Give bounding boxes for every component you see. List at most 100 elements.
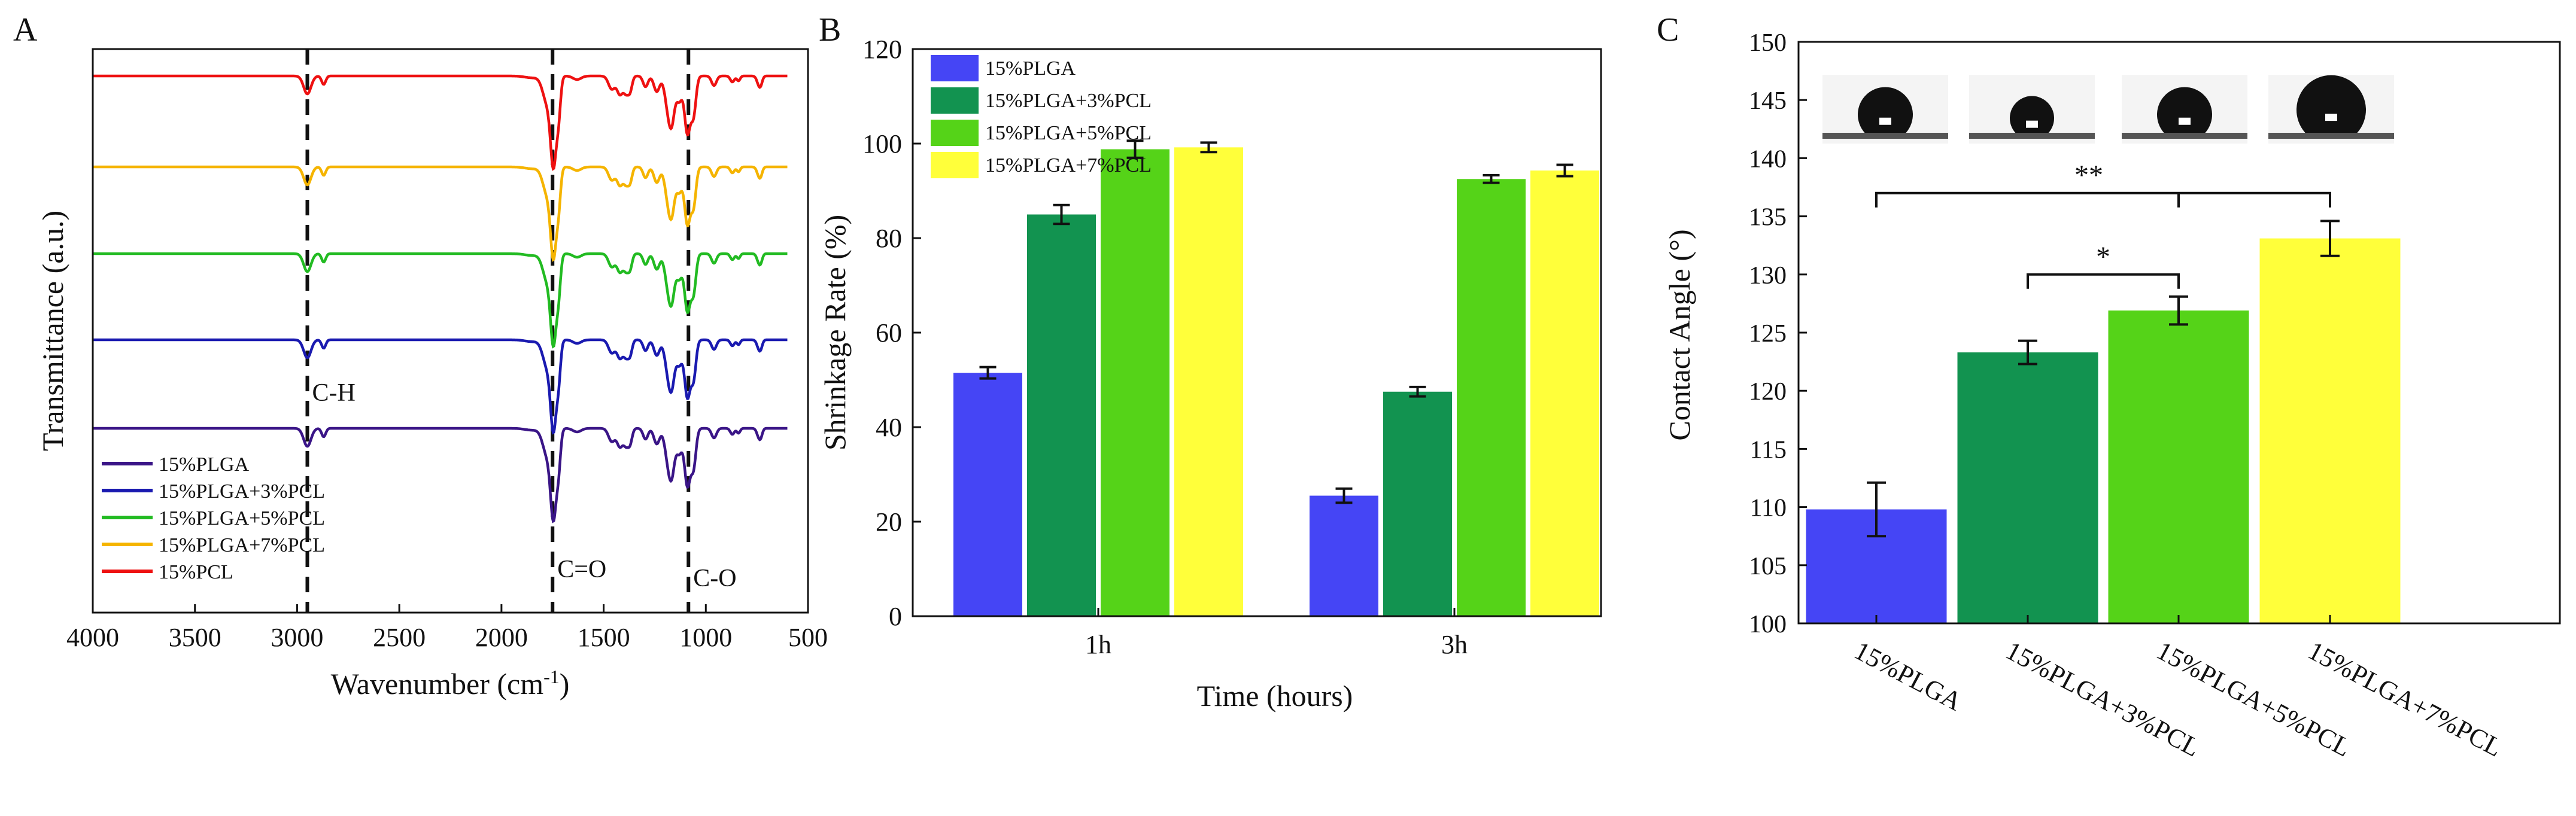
panel-c-error-bar xyxy=(1867,481,1886,538)
panel-b-y-axis-label: Shrinkage Rate (%) xyxy=(818,215,852,450)
panel-b-legend-label: 15%PLGA+3%PCL xyxy=(985,90,1152,112)
panel-a-series-line xyxy=(93,338,788,435)
droplet-highlight xyxy=(2026,120,2038,128)
panel-a-x-tick-label: 3500 xyxy=(169,623,221,652)
panel-a-plot-frame xyxy=(92,48,809,614)
panel-b-legend-swatch xyxy=(931,87,979,114)
panel-a-legend-label: 15%PLGA+7%PCL xyxy=(159,534,325,556)
droplet-highlight xyxy=(2325,114,2337,121)
panel-c-y-tick-label: 130 xyxy=(1749,262,1787,290)
panel-c-x-tick-label: 15%PLGA xyxy=(1849,636,1967,717)
panel-b-bar xyxy=(1310,495,1378,616)
panel-c-y-tick-label: 135 xyxy=(1749,204,1787,232)
droplet-images xyxy=(1822,75,2394,144)
panel-b-error-bar xyxy=(1200,141,1217,154)
droplet-substrate xyxy=(1969,133,2095,139)
panel-a-y-axis-label: Transmittance (a.u.) xyxy=(36,211,69,451)
panel-a-legend-label: 15%PLGA+3%PCL xyxy=(159,480,325,503)
droplet xyxy=(2010,96,2054,133)
droplet-image xyxy=(1822,75,1948,144)
panel-a-legend-label: 15%PCL xyxy=(159,561,233,583)
panel-b-error-bar xyxy=(1556,163,1573,178)
panel-a-x-tick-label: 4000 xyxy=(66,623,119,652)
panel-b-y-tick-label: 100 xyxy=(862,129,902,159)
panel-b-bar xyxy=(1457,179,1526,616)
panel-b-shrinkage-chart: B 0 20 40 60 80 100 120 1h 3h 15%PLGA 15%PLGA+3%P… xyxy=(818,11,1602,713)
panel-a-peak-label: C=O xyxy=(557,556,606,583)
droplet-highlight xyxy=(1879,117,1891,125)
panel-b-y-tick-label: 120 xyxy=(862,35,902,64)
panel-a-x-tick-label: 1000 xyxy=(679,623,732,652)
panel-b-legend-swatch xyxy=(931,152,979,178)
panel-a-legend-label: 15%PLGA+5%PCL xyxy=(159,507,325,529)
panel-a-x-tick-label: 3000 xyxy=(271,623,323,652)
panel-a-peak-label: C-O xyxy=(693,565,736,592)
panel-c-error-bar xyxy=(2169,295,2188,326)
panel-c-y-tick-label: 115 xyxy=(1750,436,1787,464)
panel-a-series-line xyxy=(93,252,788,349)
panel-b-letter: B xyxy=(819,11,841,48)
panel-b-error-bar xyxy=(1483,173,1500,184)
panel-c-y-tick-label: 105 xyxy=(1749,553,1787,580)
panel-b-bar xyxy=(953,373,1022,616)
panel-a-legend-label: 15%PLGA xyxy=(159,453,250,476)
panel-a-legend: 15%PLGA 15%PLGA+3%PCL 15%PLGA+5%PCL 15%PLGA… xyxy=(102,453,325,583)
panel-c-y-tick-label: 140 xyxy=(1749,145,1787,173)
panel-c-significance-bracket xyxy=(2027,273,2180,289)
panel-b-legend-swatch xyxy=(931,120,979,146)
droplet-image xyxy=(2122,75,2247,144)
panel-b-legend-label: 15%PLGA xyxy=(985,57,1076,80)
panel-b-bar xyxy=(1383,391,1452,616)
panel-b-bar xyxy=(1101,149,1169,617)
panel-a-series-line xyxy=(93,74,788,171)
panel-b-error-bar xyxy=(1126,139,1144,159)
panel-b-error-bar xyxy=(1409,385,1426,398)
panel-b-bar xyxy=(1174,147,1243,616)
panel-b-y-tick-label: 80 xyxy=(876,224,902,253)
panel-c-y-axis-label: Contact Angle (°) xyxy=(1663,229,1696,440)
panel-b-x-tick-label: 1h xyxy=(1085,630,1111,659)
panel-a-x-axis-label: Wavenumber (cm-1) xyxy=(331,666,570,701)
panel-a-series-line xyxy=(93,427,788,523)
panel-b-y-tick-label: 20 xyxy=(876,507,902,537)
panel-c-bar xyxy=(2108,310,2249,623)
panel-c-contact-angle-chart: C *** 1001051101151201251301351401451501… xyxy=(1657,11,2561,763)
panel-b-y-tick-label: 0 xyxy=(889,602,902,631)
droplet-substrate xyxy=(2122,133,2247,139)
panel-a-x-tick-label: 2500 xyxy=(373,623,426,652)
panel-c-y-tick-label: 125 xyxy=(1749,320,1787,348)
droplet-substrate xyxy=(1822,133,1948,139)
droplet xyxy=(1858,87,1913,133)
panel-b-x-tick-label: 3h xyxy=(1441,630,1468,659)
panel-b-legend-label: 15%PLGA+7%PCL xyxy=(985,154,1152,176)
panel-c-y-tick-label: 150 xyxy=(1749,29,1787,57)
droplet xyxy=(2296,75,2366,133)
droplet xyxy=(2157,87,2212,133)
panel-c-significance-mark: ** xyxy=(2074,160,2103,191)
panel-c-bar xyxy=(2259,238,2401,623)
droplet-image xyxy=(2268,75,2394,144)
panel-a-ftir-chart: A C-H C=O C-O 4000 3500 3000 2500 2000 1500 1000… xyxy=(13,11,828,701)
droplet-substrate xyxy=(2268,133,2394,139)
panel-a-x-tick-label: 500 xyxy=(788,623,828,652)
panel-a-letter: A xyxy=(13,11,38,48)
panel-c-bar xyxy=(1957,352,2098,623)
droplet-image xyxy=(1969,75,2095,144)
panel-a-x-tick-label: 1500 xyxy=(578,623,630,652)
panel-c-significance-mark: * xyxy=(2096,241,2110,273)
panel-b-bar xyxy=(1027,214,1096,616)
panel-c-y-tick-label: 100 xyxy=(1749,611,1787,638)
panel-b-x-axis-label: Time (hours) xyxy=(1197,679,1353,713)
panel-c-letter: C xyxy=(1657,11,1679,48)
panel-b-y-tick-label: 40 xyxy=(876,413,902,442)
panel-b-y-tick-label: 60 xyxy=(876,318,902,348)
panel-a-peak-label: C-H xyxy=(312,379,356,407)
panel-b-legend-swatch xyxy=(931,55,979,81)
droplet-highlight xyxy=(2179,117,2191,125)
panel-b-error-bar xyxy=(1335,487,1353,504)
panel-c-y-tick-label: 145 xyxy=(1749,87,1787,115)
panel-a-series-line xyxy=(93,165,788,262)
panel-c-y-tick-label: 120 xyxy=(1749,378,1787,406)
panel-c-significance-bracket xyxy=(1875,191,2331,208)
